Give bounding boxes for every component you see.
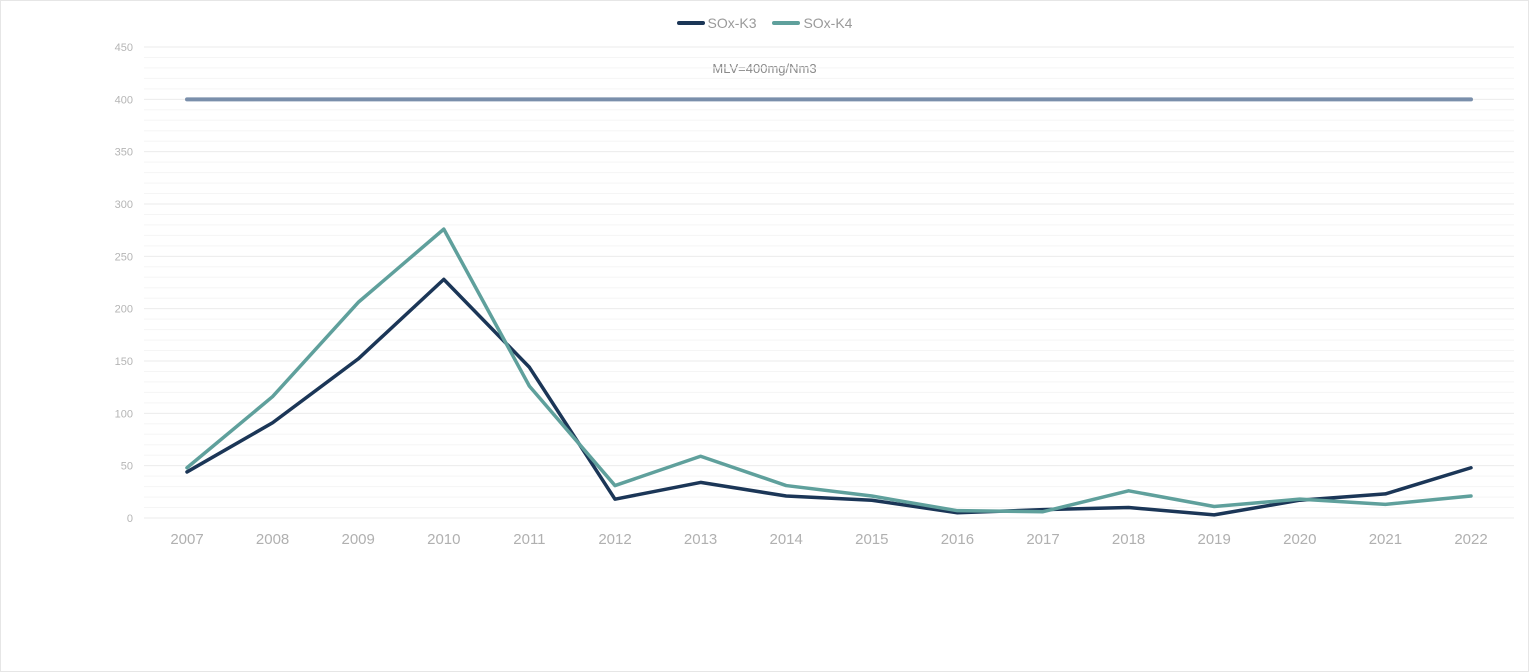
data-point-sox-k4[interactable] xyxy=(442,227,446,231)
data-point-sox-k4[interactable] xyxy=(1041,510,1045,514)
x-tick-label: 2008 xyxy=(256,531,289,548)
data-point-sox-k4[interactable] xyxy=(1212,504,1216,508)
x-tick-label: 2019 xyxy=(1198,531,1231,548)
data-point-sox-k3[interactable] xyxy=(870,498,874,502)
data-point-sox-k4[interactable] xyxy=(613,484,617,488)
x-tick-label: 2020 xyxy=(1283,531,1316,548)
data-point-sox-k4[interactable] xyxy=(699,454,703,458)
y-tick-label: 250 xyxy=(115,251,133,263)
data-point-sox-k3[interactable] xyxy=(442,277,446,281)
data-point-sox-k3[interactable] xyxy=(271,421,275,425)
x-tick-label: 2022 xyxy=(1454,531,1487,548)
data-point-sox-k3[interactable] xyxy=(527,365,531,369)
y-tick-label: 150 xyxy=(115,356,133,368)
data-point-sox-k4[interactable] xyxy=(527,384,531,388)
data-point-sox-k3[interactable] xyxy=(784,494,788,498)
data-point-sox-k4[interactable] xyxy=(271,395,275,399)
x-tick-label: 2014 xyxy=(770,531,803,548)
legend-swatch-sox-k3 xyxy=(676,21,705,25)
x-tick-label: 2012 xyxy=(598,531,631,548)
x-tick-label: 2007 xyxy=(170,531,203,548)
reference-line-label: MLV=400mg/Nm3 xyxy=(712,61,817,76)
legend-swatch-sox-k4 xyxy=(772,21,801,25)
data-point-sox-k4[interactable] xyxy=(185,466,189,470)
series-line-sox-k3[interactable] xyxy=(185,277,1473,517)
x-tick-label: 2010 xyxy=(427,531,460,548)
y-axis: 0 50 100 150 200 250 300 350 400 450 xyxy=(115,42,133,525)
y-tick-label: 450 xyxy=(115,42,133,54)
y-tick-label: 300 xyxy=(115,199,133,211)
data-point-sox-k4[interactable] xyxy=(356,300,360,304)
data-point-sox-k3[interactable] xyxy=(356,357,360,361)
data-point-sox-k3[interactable] xyxy=(699,480,703,484)
y-tick-label: 100 xyxy=(115,408,133,420)
legend-label-sox-k3: SOx-K3 xyxy=(707,15,757,31)
x-tick-label: 2021 xyxy=(1369,531,1402,548)
data-point-sox-k3[interactable] xyxy=(1127,506,1131,510)
legend-label-sox-k4: SOx-K4 xyxy=(803,15,853,31)
data-point-sox-k4[interactable] xyxy=(1383,502,1387,506)
y-tick-label: 0 xyxy=(127,513,133,525)
series-lines xyxy=(185,227,1473,517)
x-tick-label: 2011 xyxy=(513,531,545,548)
data-point-sox-k4[interactable] xyxy=(1298,497,1302,501)
x-tick-label: 2017 xyxy=(1026,531,1059,548)
data-point-sox-k4[interactable] xyxy=(784,484,788,488)
legend: SOx-K3 SOx-K4 xyxy=(0,12,1529,31)
x-tick-label: 2015 xyxy=(855,531,888,548)
legend-item-sox-k3[interactable]: SOx-K3 xyxy=(676,15,757,31)
y-tick-label: 50 xyxy=(121,461,133,473)
data-point-sox-k3[interactable] xyxy=(1383,492,1387,496)
data-point-sox-k4[interactable] xyxy=(870,494,874,498)
legend-item-sox-k4[interactable]: SOx-K4 xyxy=(772,15,852,31)
x-tick-label: 2009 xyxy=(342,531,375,548)
x-tick-label: 2016 xyxy=(941,531,974,548)
data-point-sox-k4[interactable] xyxy=(1127,489,1131,493)
data-point-sox-k4[interactable] xyxy=(1469,494,1473,498)
y-tick-label: 200 xyxy=(115,304,133,316)
data-point-sox-k4[interactable] xyxy=(955,509,959,513)
x-axis: 2007 2008 2009 2010 2011 2012 2013 2014 2015 2016… xyxy=(170,531,1487,548)
y-tick-label: 400 xyxy=(115,94,133,106)
x-tick-label: 2018 xyxy=(1112,531,1145,548)
series-line-sox-k4[interactable] xyxy=(185,227,1473,514)
grid xyxy=(144,46,1514,519)
y-tick-label: 350 xyxy=(115,147,133,159)
x-tick-label: 2013 xyxy=(684,531,717,548)
data-point-sox-k3[interactable] xyxy=(613,497,617,501)
data-point-sox-k3[interactable] xyxy=(1212,513,1216,517)
data-point-sox-k3[interactable] xyxy=(185,470,189,474)
data-point-sox-k3[interactable] xyxy=(1469,466,1473,470)
